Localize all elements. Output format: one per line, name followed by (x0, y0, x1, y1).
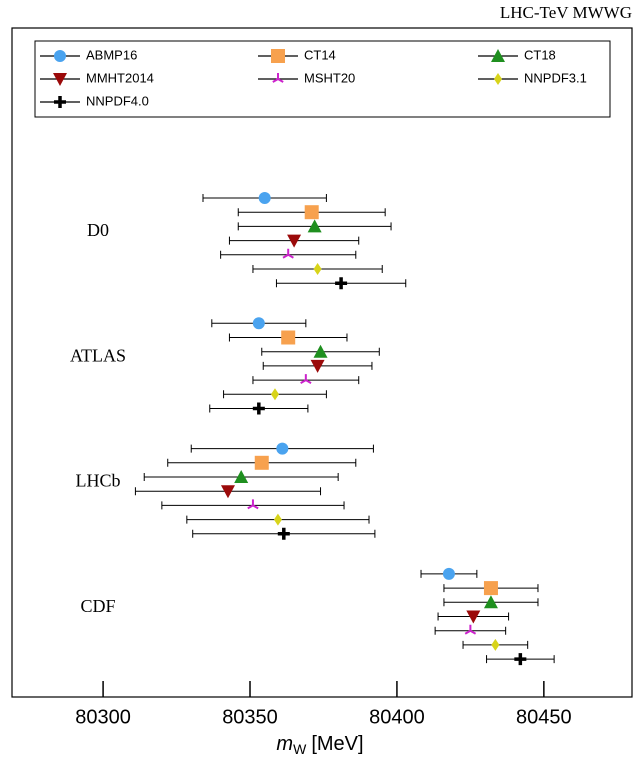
legend-label: NNPDF3.1 (524, 70, 587, 85)
data-point (307, 219, 322, 233)
data-point (313, 263, 322, 275)
x-tick-label: 80350 (222, 706, 278, 728)
data-point (304, 205, 319, 220)
legend-label: CT18 (524, 47, 556, 62)
legend-label: NNPDF4.0 (86, 93, 149, 108)
data-point (442, 567, 455, 580)
data-point (287, 234, 302, 248)
x-tick-label: 80400 (369, 706, 425, 728)
legend-marker (491, 49, 505, 62)
legend-label: MMHT2014 (86, 70, 154, 85)
data-point (313, 344, 328, 358)
x-axis-subscript: W (293, 741, 307, 757)
data-point (300, 374, 312, 384)
legend-marker (54, 50, 66, 62)
legend-marker (54, 96, 66, 108)
data-point (252, 402, 265, 415)
data-point (234, 470, 249, 483)
data-point (220, 485, 235, 499)
data-point (483, 581, 498, 596)
legend-marker (271, 49, 285, 63)
data-point (310, 359, 325, 373)
data-point (464, 624, 477, 635)
legend-label: ABMP16 (86, 47, 137, 62)
category-label: ATLAS (70, 345, 126, 365)
data-point (277, 527, 290, 540)
category-label: CDF (80, 596, 115, 616)
chart-title: LHC-TeV MWWG (500, 3, 632, 22)
data-point (282, 248, 294, 259)
x-axis-label: mW [MeV] (276, 733, 363, 756)
legend-marker (494, 73, 502, 85)
x-axis-unit: [MeV] (311, 733, 363, 755)
data-point (335, 277, 348, 290)
data-point (258, 192, 271, 204)
data-point (273, 513, 282, 526)
data-point (254, 455, 269, 470)
data-point (281, 330, 296, 345)
data-point (276, 442, 289, 455)
legend-label: MSHT20 (304, 70, 355, 85)
x-tick-label: 80450 (516, 706, 572, 728)
data-point (514, 653, 527, 666)
data-point (491, 638, 500, 651)
legend-label: CT14 (304, 47, 336, 62)
category-label: LHCb (76, 471, 121, 491)
x-tick-label: 80300 (75, 706, 131, 728)
legend-marker (53, 73, 67, 86)
data-point (483, 595, 498, 609)
plot-frame (11, 27, 633, 698)
data-point (252, 317, 265, 330)
data-point (270, 388, 279, 401)
data-point (466, 610, 481, 624)
category-label: D0 (87, 220, 109, 240)
x-axis-symbol: m (276, 733, 293, 755)
data-point (247, 499, 259, 510)
legend-marker (272, 73, 284, 83)
